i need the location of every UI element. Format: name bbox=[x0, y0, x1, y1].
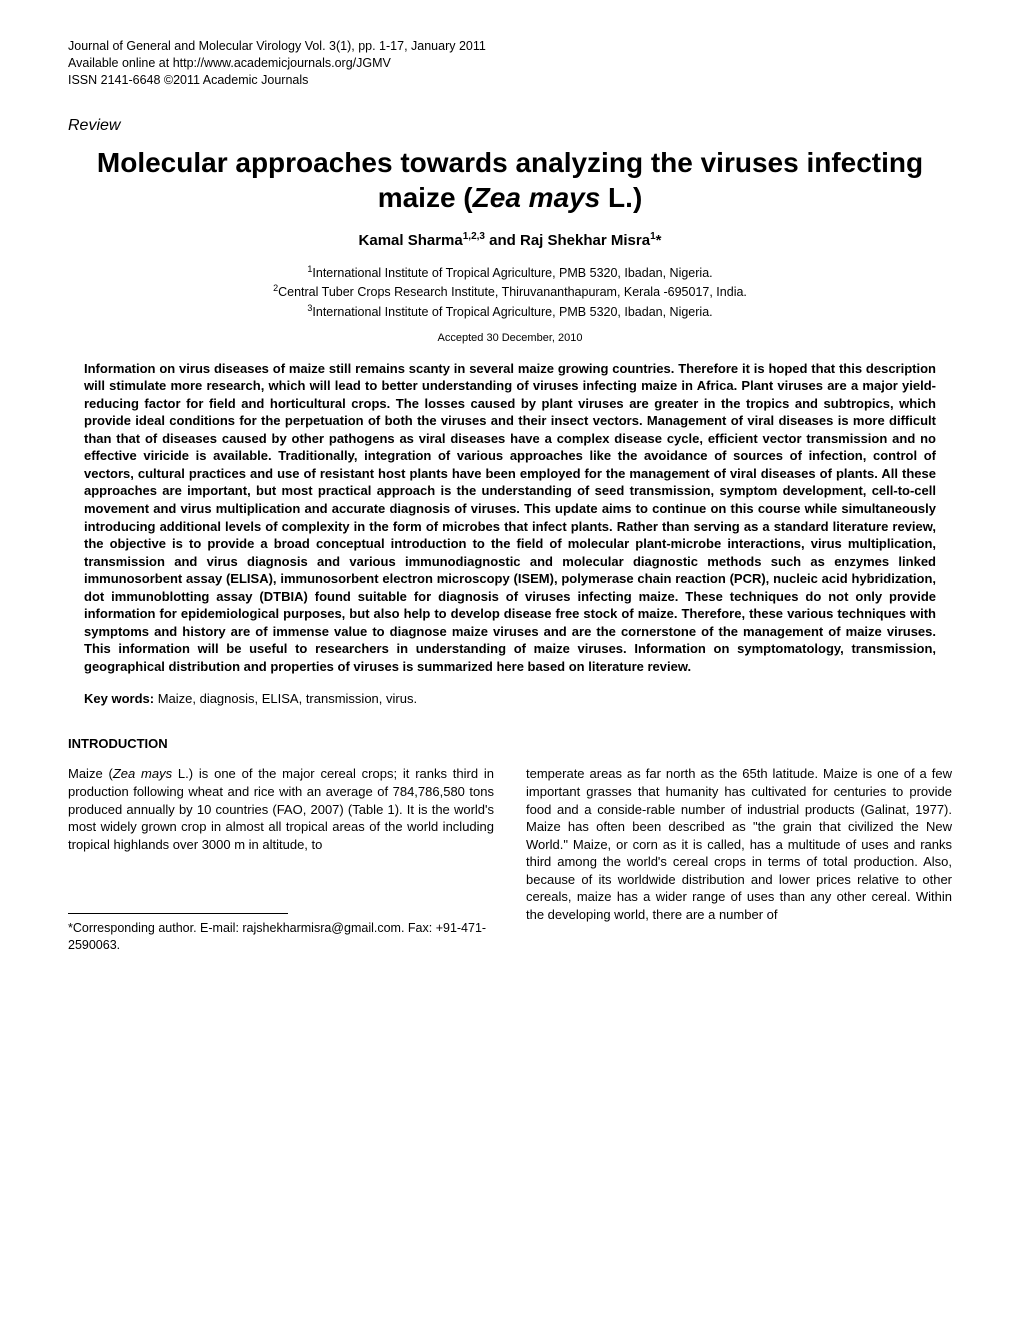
header-line-3: ISSN 2141-6648 ©2011 Academic Journals bbox=[68, 72, 952, 89]
affiliation-1-text: International Institute of Tropical Agri… bbox=[312, 266, 712, 280]
title-part-2: L.) bbox=[600, 182, 642, 213]
accepted-date: Accepted 30 December, 2010 bbox=[68, 332, 952, 344]
affiliations: 1International Institute of Tropical Agr… bbox=[68, 263, 952, 322]
affiliation-2-text: Central Tuber Crops Research Institute, … bbox=[278, 285, 747, 299]
intro-pre: Maize ( bbox=[68, 766, 113, 781]
author-1-sup: 1,2,3 bbox=[463, 231, 485, 242]
footnote-separator bbox=[68, 913, 288, 914]
header-line-1: Journal of General and Molecular Virolog… bbox=[68, 38, 952, 55]
introduction-heading: INTRODUCTION bbox=[68, 736, 952, 751]
body-columns: Maize (Zea mays L.) is one of the major … bbox=[68, 765, 952, 953]
intro-species: Zea mays bbox=[113, 766, 172, 781]
authors-and: and bbox=[485, 232, 520, 249]
keywords-text: Maize, diagnosis, ELISA, transmission, v… bbox=[158, 691, 417, 706]
corresponding-asterisk: * bbox=[656, 232, 662, 249]
author-1-name: Kamal Sharma bbox=[359, 232, 463, 249]
article-title: Molecular approaches towards analyzing t… bbox=[68, 145, 952, 215]
abstract: Information on virus diseases of maize s… bbox=[84, 360, 936, 676]
keywords: Key words: Maize, diagnosis, ELISA, tran… bbox=[84, 691, 936, 706]
affiliation-3: 3International Institute of Tropical Agr… bbox=[68, 302, 952, 322]
column-right: temperate areas as far north as the 65th… bbox=[526, 765, 952, 953]
authors: Kamal Sharma1,2,3 and Raj Shekhar Misra1… bbox=[68, 231, 952, 249]
affiliation-3-text: International Institute of Tropical Agri… bbox=[312, 305, 712, 319]
intro-paragraph-left: Maize (Zea mays L.) is one of the major … bbox=[68, 765, 494, 853]
column-left: Maize (Zea mays L.) is one of the major … bbox=[68, 765, 494, 953]
intro-paragraph-right: temperate areas as far north as the 65th… bbox=[526, 765, 952, 923]
corresponding-footnote: *Corresponding author. E-mail: rajshekha… bbox=[68, 920, 494, 954]
affiliation-2: 2Central Tuber Crops Research Institute,… bbox=[68, 282, 952, 302]
title-species: Zea mays bbox=[473, 182, 601, 213]
affiliation-1: 1International Institute of Tropical Agr… bbox=[68, 263, 952, 283]
header-line-2: Available online at http://www.academicj… bbox=[68, 55, 952, 72]
journal-header: Journal of General and Molecular Virolog… bbox=[68, 38, 952, 89]
keywords-label: Key words: bbox=[84, 691, 158, 706]
review-label: Review bbox=[68, 117, 952, 135]
author-2-name: Raj Shekhar Misra bbox=[520, 232, 650, 249]
